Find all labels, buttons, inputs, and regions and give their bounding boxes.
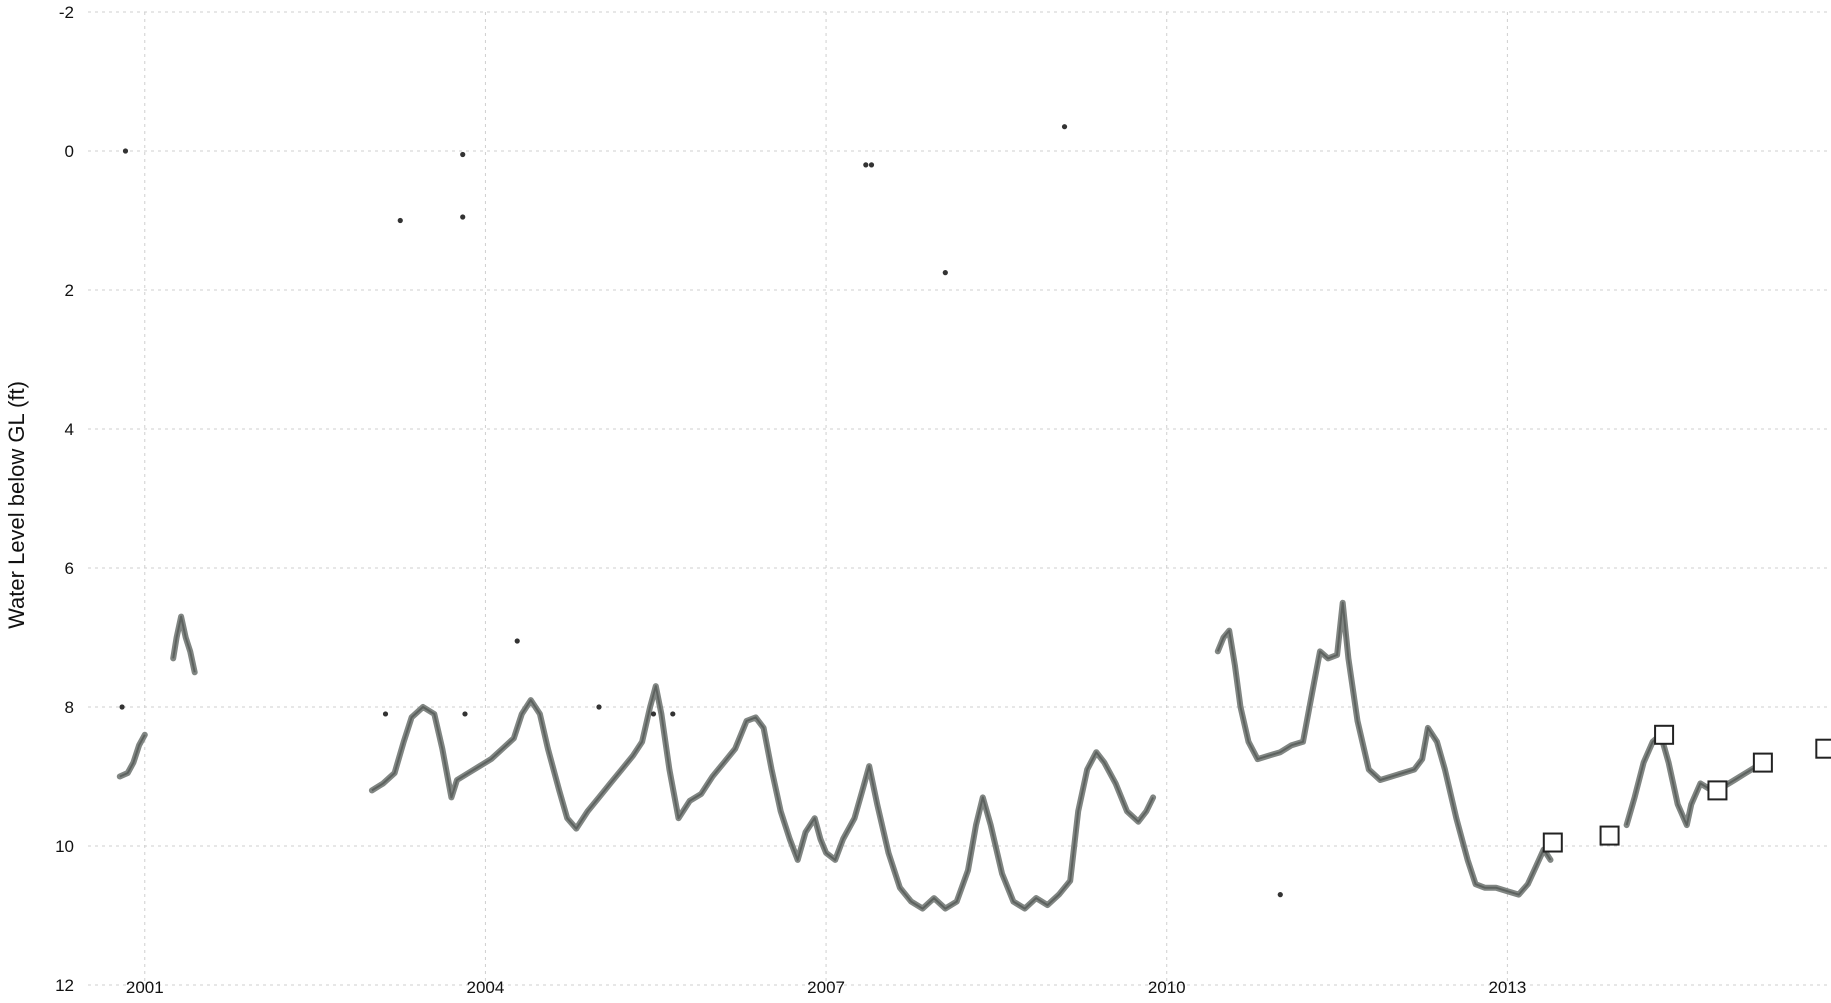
y-tick-label: 6	[65, 559, 74, 578]
y-tick-label: 10	[55, 837, 74, 856]
y-tick-label: 2	[65, 281, 74, 300]
continuous-series-line	[1214, 599, 1554, 898]
manual-measurement-square	[1654, 724, 1675, 745]
continuous-series-core	[172, 615, 196, 673]
y-tick-label: 0	[65, 142, 74, 161]
x-tick-label: 2010	[1148, 978, 1186, 997]
y-tick-label: 8	[65, 698, 74, 717]
discrete-point	[1277, 892, 1283, 898]
discrete-point	[122, 148, 129, 154]
y-tick-label: 12	[55, 976, 74, 995]
y-tick-label: -2	[59, 3, 74, 22]
continuous-series-core	[1216, 601, 1552, 896]
x-tick-label: 2013	[1488, 978, 1526, 997]
discrete-point	[460, 151, 466, 158]
tick-labels: -2 0 2 4 6 8 10 12 2001 2004 2007 2010 2013	[55, 3, 1526, 997]
continuous-series-line	[368, 683, 1157, 912]
grid-layer	[88, 11, 1831, 986]
discrete-point	[514, 638, 520, 644]
manual-measurement-square	[1752, 752, 1773, 773]
continuous-series-line	[1623, 731, 1770, 829]
continuous-series-core	[119, 734, 146, 778]
discrete-point	[942, 270, 948, 276]
x-tick-label: 2007	[807, 978, 845, 997]
discrete-point	[382, 711, 389, 717]
discrete-point	[460, 214, 466, 220]
series-layer	[116, 124, 1831, 912]
y-tick-label: 4	[65, 420, 74, 439]
continuous-series-core	[371, 685, 1154, 910]
manual-measurement-square	[1815, 738, 1831, 759]
manual-measurement-square	[1542, 832, 1563, 853]
discrete-point	[397, 217, 403, 224]
y-axis-label: Water Level below GL (ft)	[4, 381, 29, 629]
discrete-point	[868, 162, 875, 168]
discrete-point	[863, 162, 869, 168]
manual-measurement-square	[1707, 780, 1728, 801]
discrete-point	[119, 704, 125, 710]
discrete-point	[1061, 124, 1068, 130]
manual-measurement-square	[1599, 825, 1620, 846]
x-tick-label: 2004	[467, 978, 505, 997]
discrete-point	[670, 711, 676, 717]
discrete-point	[650, 711, 657, 717]
discrete-point	[462, 711, 468, 717]
discrete-point	[596, 704, 602, 710]
continuous-series-core	[1625, 733, 1767, 827]
x-tick-label: 2001	[126, 978, 164, 997]
